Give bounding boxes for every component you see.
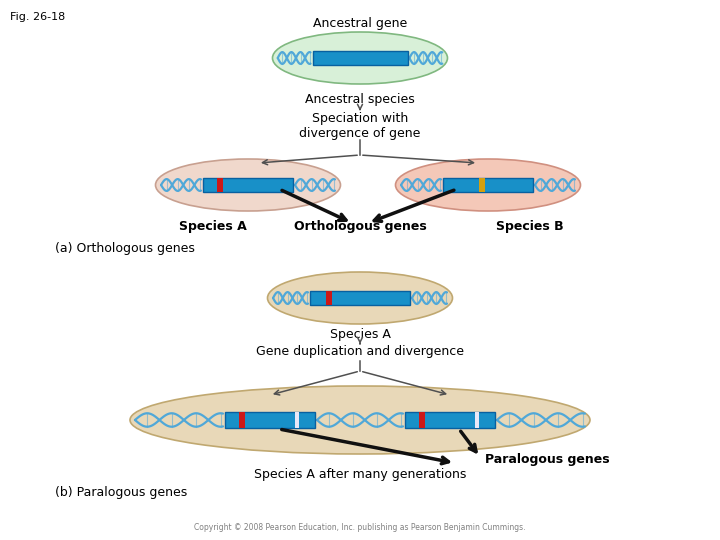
Bar [310, 291, 410, 305]
Ellipse shape [130, 386, 590, 454]
Text: Ancestral gene: Ancestral gene [313, 17, 407, 30]
Bar [443, 178, 533, 192]
Text: Species A: Species A [330, 328, 390, 341]
Bar [479, 178, 485, 192]
Bar [405, 412, 495, 428]
Bar [239, 412, 245, 428]
Text: Copyright © 2008 Pearson Education, Inc. publishing as Pearson Benjamin Cummings: Copyright © 2008 Pearson Education, Inc.… [194, 523, 526, 532]
Ellipse shape [268, 272, 452, 324]
Ellipse shape [395, 159, 580, 211]
Text: Gene duplication and divergence: Gene duplication and divergence [256, 345, 464, 358]
Bar [203, 178, 293, 192]
Text: Speciation with
divergence of gene: Speciation with divergence of gene [300, 112, 420, 140]
Ellipse shape [156, 159, 341, 211]
Bar [225, 412, 315, 428]
Bar [326, 291, 331, 305]
Text: Fig. 26-18: Fig. 26-18 [10, 12, 66, 22]
Bar [217, 178, 223, 192]
Text: Orthologous genes: Orthologous genes [294, 220, 426, 233]
Text: Species A after many generations: Species A after many generations [254, 468, 466, 481]
Bar [312, 51, 408, 65]
Text: (b) Paralogous genes: (b) Paralogous genes [55, 486, 187, 499]
Bar [475, 412, 479, 428]
Bar [419, 412, 425, 428]
Text: Paralogous genes: Paralogous genes [485, 453, 610, 466]
Text: Species B: Species B [496, 220, 564, 233]
Ellipse shape [272, 32, 448, 84]
Bar [295, 412, 299, 428]
Text: Ancestral species: Ancestral species [305, 93, 415, 106]
Text: Species A: Species A [179, 220, 247, 233]
Text: (a) Orthologous genes: (a) Orthologous genes [55, 242, 195, 255]
